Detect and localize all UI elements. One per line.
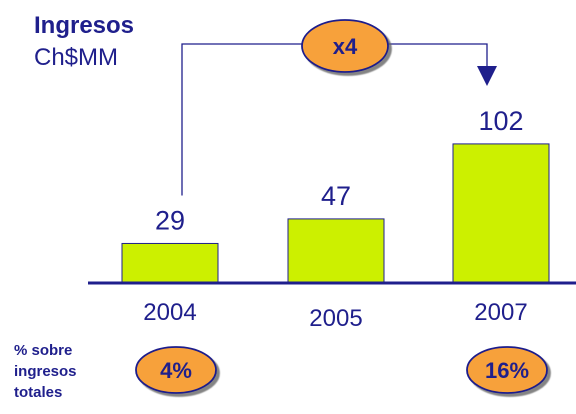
data-label-2004: 29 [155,205,185,235]
bar-2004 [121,242,219,284]
share-label-line-2: ingresos [14,363,77,380]
share-label-line-3: totales [14,384,63,401]
share-badge-label-2004: 4% [160,358,192,383]
x-tick-2007: 2007 [474,299,527,326]
x-tick-2004: 2004 [143,299,196,326]
bar-2007 [452,143,550,284]
bar-2005 [287,218,385,284]
share-label-line-1: % sobre [14,342,73,359]
data-label-2007: 102 [478,106,523,136]
chart-subtitle: Ch$MM [34,44,119,71]
share-badge-2007 [466,346,548,394]
chart-title: Ingresos [34,12,135,39]
data-label-2005: 47 [321,181,351,211]
growth-badge-label: x4 [333,34,358,59]
growth-arrowhead [477,66,497,86]
x-tick-2005: 2005 [309,305,362,332]
share-badge-2004 [135,346,217,394]
share-badge-label-2007: 16% [485,358,529,383]
growth-badge [301,19,389,73]
share-label: % sobre ingresos totales [14,340,77,403]
